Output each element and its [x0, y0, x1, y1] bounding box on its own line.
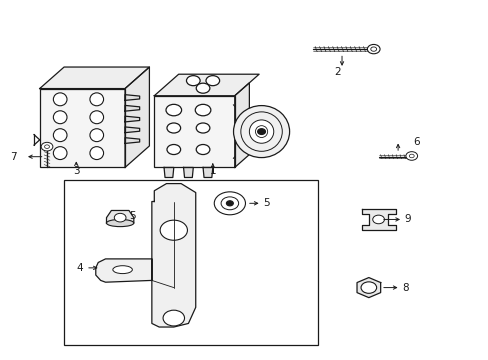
- Polygon shape: [40, 67, 149, 89]
- Ellipse shape: [241, 112, 282, 151]
- Circle shape: [214, 192, 245, 215]
- Circle shape: [163, 310, 184, 326]
- Text: 4: 4: [76, 263, 83, 273]
- Circle shape: [405, 152, 417, 160]
- Polygon shape: [154, 74, 259, 96]
- Bar: [154, 96, 234, 167]
- Polygon shape: [106, 211, 134, 223]
- Circle shape: [360, 282, 376, 293]
- Text: 2: 2: [334, 67, 341, 77]
- Polygon shape: [183, 167, 193, 177]
- Text: 5: 5: [263, 198, 269, 208]
- Polygon shape: [125, 138, 140, 143]
- Ellipse shape: [233, 105, 289, 158]
- Text: 8: 8: [401, 283, 408, 293]
- Circle shape: [166, 123, 180, 133]
- Polygon shape: [125, 127, 140, 133]
- Ellipse shape: [90, 129, 103, 141]
- Circle shape: [160, 220, 187, 240]
- Polygon shape: [125, 105, 140, 111]
- Polygon shape: [234, 83, 249, 167]
- Ellipse shape: [106, 220, 134, 226]
- Ellipse shape: [53, 147, 67, 159]
- Text: 7: 7: [10, 152, 17, 162]
- Text: 6: 6: [413, 137, 420, 147]
- Circle shape: [186, 76, 200, 86]
- Polygon shape: [96, 184, 195, 327]
- Circle shape: [195, 104, 210, 116]
- Ellipse shape: [249, 120, 273, 143]
- Ellipse shape: [90, 111, 103, 124]
- Bar: [40, 89, 125, 167]
- Circle shape: [366, 44, 379, 54]
- Circle shape: [196, 144, 209, 154]
- Circle shape: [41, 142, 53, 151]
- Bar: [64, 180, 317, 345]
- Text: 1: 1: [209, 166, 216, 176]
- Polygon shape: [125, 95, 140, 100]
- Ellipse shape: [255, 126, 267, 138]
- Circle shape: [196, 83, 209, 93]
- Circle shape: [370, 47, 376, 51]
- Polygon shape: [361, 209, 395, 230]
- Text: 9: 9: [404, 215, 410, 224]
- Circle shape: [166, 144, 180, 154]
- Circle shape: [205, 76, 219, 86]
- Polygon shape: [203, 167, 212, 177]
- Circle shape: [257, 129, 265, 134]
- Ellipse shape: [113, 266, 132, 274]
- Circle shape: [372, 215, 384, 224]
- Ellipse shape: [90, 147, 103, 159]
- Ellipse shape: [53, 111, 67, 124]
- Ellipse shape: [53, 93, 67, 106]
- Circle shape: [196, 123, 209, 133]
- Circle shape: [165, 104, 181, 116]
- Circle shape: [226, 201, 233, 206]
- Circle shape: [221, 197, 238, 210]
- Polygon shape: [163, 167, 173, 177]
- Ellipse shape: [90, 93, 103, 106]
- Polygon shape: [125, 116, 140, 122]
- Circle shape: [114, 213, 126, 222]
- Polygon shape: [125, 67, 149, 167]
- Text: 3: 3: [73, 166, 80, 176]
- Circle shape: [408, 154, 413, 158]
- Text: 5: 5: [129, 211, 135, 221]
- Ellipse shape: [53, 129, 67, 141]
- Polygon shape: [356, 278, 380, 298]
- Circle shape: [44, 145, 49, 148]
